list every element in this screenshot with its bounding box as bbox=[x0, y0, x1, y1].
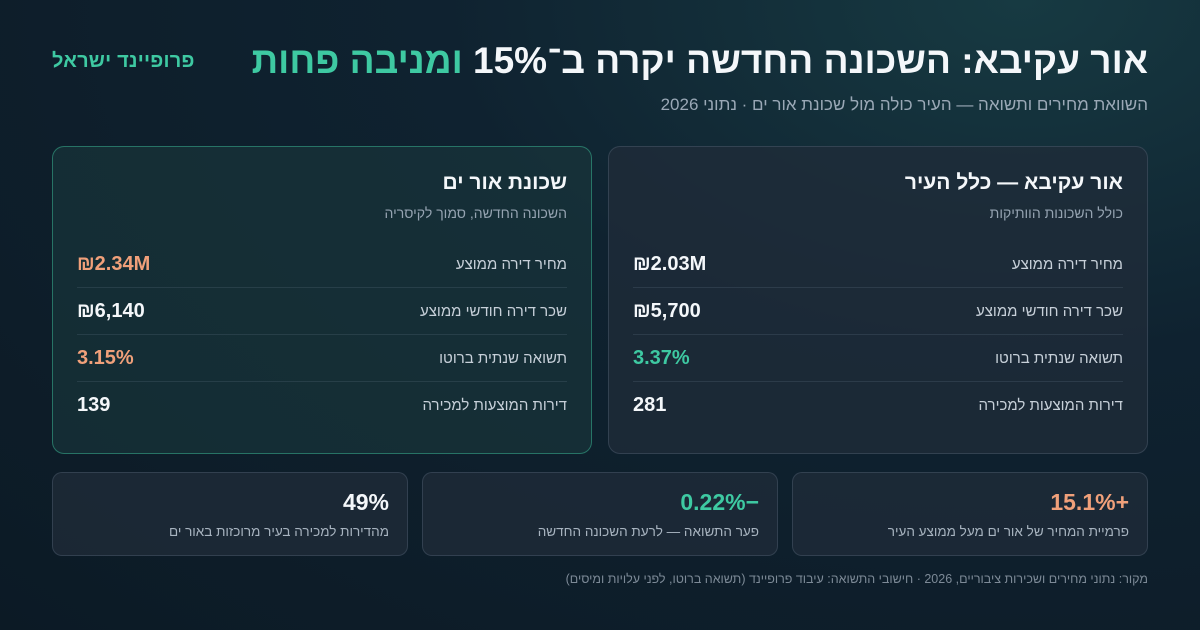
city-row-rent: שכר דירה חודשי ממוצע ₪5,700 bbox=[633, 288, 1123, 335]
row-value: 281 bbox=[633, 394, 667, 416]
row-value: ₪5,700 bbox=[633, 299, 701, 322]
stat-yield-gap: −0.22% פער התשואה — לרעת השכונה החדשה bbox=[422, 472, 778, 556]
city-card-rows: מחיר דירה ממוצע ₪2.03M שכר דירה חודשי ממ… bbox=[633, 241, 1123, 429]
stat-price-premium: +15.1% פרמיית המחיר של אור ים מעל ממוצע … bbox=[792, 472, 1148, 556]
row-label: מחיר דירה ממוצע bbox=[455, 255, 567, 273]
source-note: מקור: נתוני מחירים ושכירות ציבוריים, 202… bbox=[565, 572, 1148, 586]
page-title: אור עקיבא: השכונה החדשה יקרה ב־15% ומניב… bbox=[252, 38, 1148, 84]
neighborhood-card-title: שכונת אור ים bbox=[442, 171, 567, 194]
city-card-title: אור עקיבא — כלל העיר bbox=[904, 171, 1123, 194]
row-label: דירות המוצעות למכירה bbox=[422, 397, 568, 414]
neighborhood-card: שכונת אור ים השכונה החדשה, סמוך לקיסריה … bbox=[52, 146, 592, 454]
neighborhood-card-rows: מחיר דירה ממוצע ₪2.34M שכר דירה חודשי ממ… bbox=[77, 241, 567, 429]
row-label: מחיר דירה ממוצע bbox=[1011, 255, 1123, 273]
hood-row-listings: דירות המוצעות למכירה 139 bbox=[77, 382, 567, 429]
title-accent: ומניבה פחות bbox=[251, 40, 463, 81]
stat-description: פער התשואה — לרעת השכונה החדשה bbox=[537, 524, 759, 539]
hood-row-price: מחיר דירה ממוצע ₪2.34M bbox=[77, 241, 567, 288]
hood-row-yield: תשואה שנתית ברוטו 3.15% bbox=[77, 335, 567, 382]
city-card: אור עקיבא — כלל העיר כולל השכונות הוותיק… bbox=[608, 146, 1148, 454]
neighborhood-card-subtitle: השכונה החדשה, סמוך לקיסריה bbox=[384, 205, 567, 221]
row-label: תשואה שנתית ברוטו bbox=[439, 349, 567, 367]
row-value: 3.37% bbox=[633, 346, 690, 369]
stat-value: +15.1% bbox=[1050, 489, 1129, 515]
row-label: שכר דירה חודשי ממוצע bbox=[976, 302, 1123, 320]
stat-description: מהדירות למכירה בעיר מרוכזות באור ים bbox=[168, 524, 389, 539]
title-main: אור עקיבא: השכונה החדשה יקרה ב־15% bbox=[473, 40, 1148, 81]
brand-logo: פרופיינד ישראל bbox=[52, 50, 195, 72]
row-value: ₪2.34M bbox=[77, 252, 151, 275]
row-label: שכר דירה חודשי ממוצע bbox=[420, 302, 567, 320]
row-label: תשואה שנתית ברוטו bbox=[995, 349, 1123, 367]
row-label: דירות המוצעות למכירה bbox=[978, 397, 1124, 414]
row-value: 139 bbox=[77, 394, 111, 416]
page-subtitle: השוואת מחירים ותשואה — העיר כולה מול שכו… bbox=[660, 95, 1148, 114]
city-row-listings: דירות המוצעות למכירה 281 bbox=[633, 382, 1123, 429]
stat-value: −0.22% bbox=[680, 489, 759, 515]
city-card-subtitle: כולל השכונות הוותיקות bbox=[989, 205, 1123, 221]
stat-description: פרמיית המחיר של אור ים מעל ממוצע העיר bbox=[887, 524, 1129, 539]
stat-value: 49% bbox=[342, 489, 389, 515]
row-value: ₪2.03M bbox=[633, 252, 707, 275]
city-row-yield: תשואה שנתית ברוטו 3.37% bbox=[633, 335, 1123, 382]
stat-listings-share: 49% מהדירות למכירה בעיר מרוכזות באור ים bbox=[52, 472, 408, 556]
city-row-price: מחיר דירה ממוצע ₪2.03M bbox=[633, 241, 1123, 288]
row-value: ₪6,140 bbox=[77, 299, 145, 322]
row-value: 3.15% bbox=[77, 346, 134, 369]
hood-row-rent: שכר דירה חודשי ממוצע ₪6,140 bbox=[77, 288, 567, 335]
